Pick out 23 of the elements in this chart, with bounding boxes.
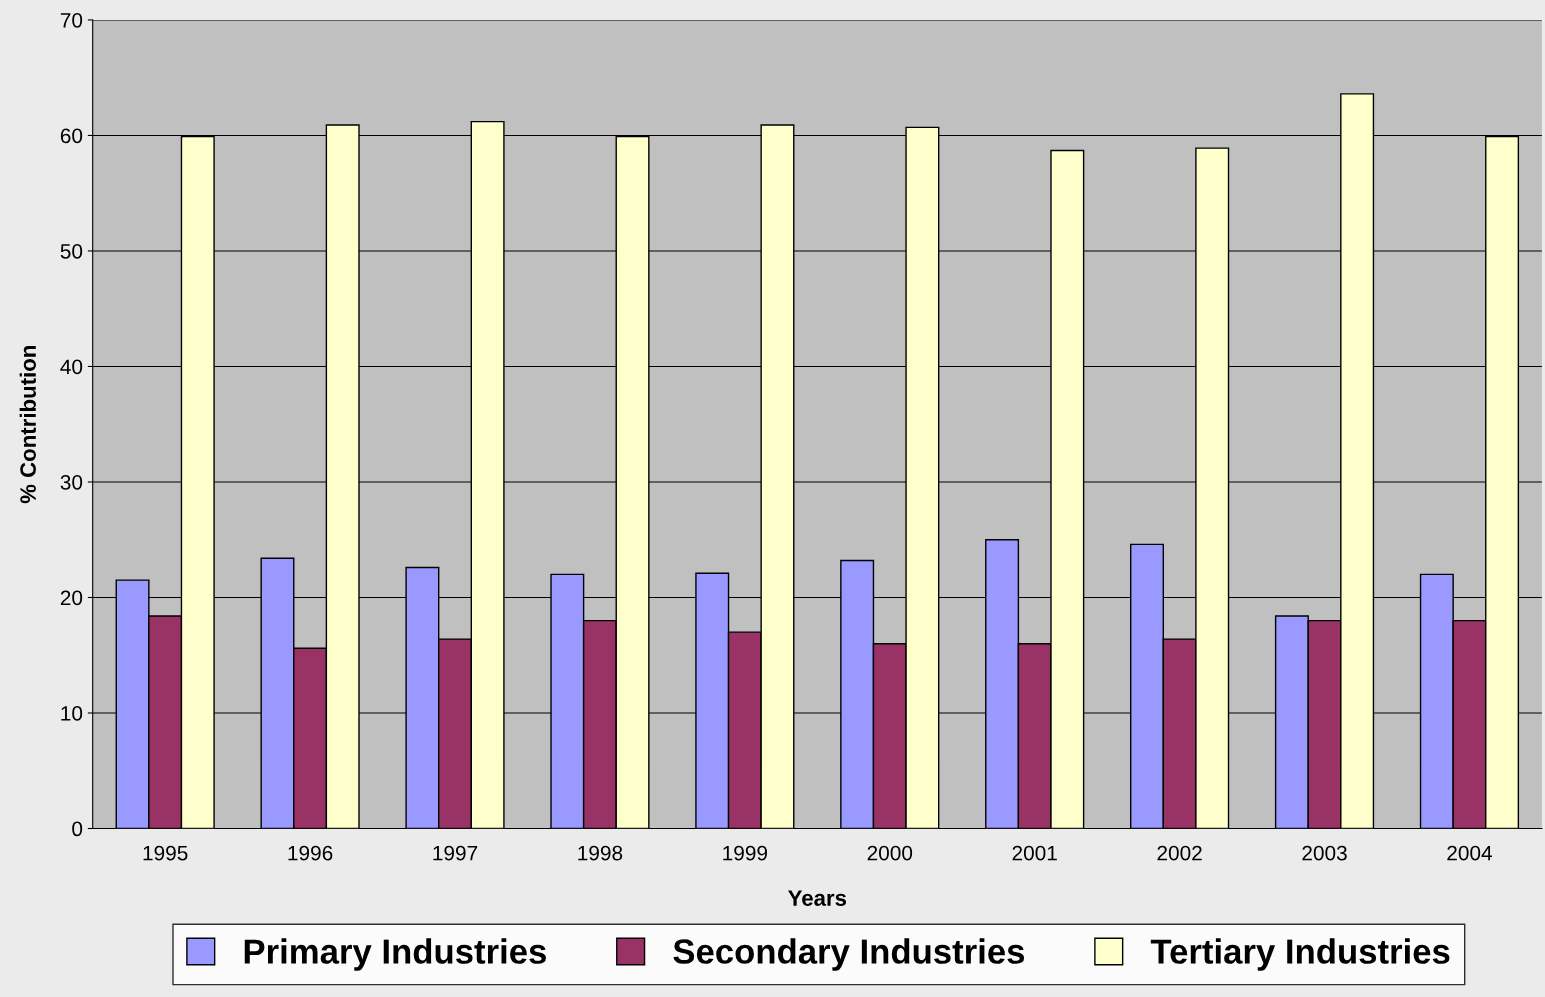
y-tick-label: 60 — [60, 128, 83, 144]
y-tick-label: 30 — [60, 474, 83, 490]
y-tick-label: 10 — [61, 706, 83, 721]
y-tick-label: 0 — [72, 821, 83, 837]
x-tick-label: 2004 — [1447, 845, 1493, 861]
x-tick-label: 1999 — [723, 845, 768, 861]
y-tick-label: 20 — [60, 590, 83, 606]
x-tick-label: 1995 — [143, 845, 188, 861]
x-tick-label: 2002 — [1157, 845, 1202, 861]
x-tick-label: 1997 — [433, 845, 478, 861]
y-tick-label: 70 — [60, 12, 83, 28]
x-tick-label: 1998 — [578, 845, 623, 861]
x-tick-label: 1996 — [288, 845, 333, 861]
x-axis-title: Years — [788, 890, 847, 906]
legend-label: Tertiary Industries — [1150, 938, 1450, 971]
y-axis-title: % Contribution — [19, 345, 36, 504]
legend-label: Primary Industries — [244, 938, 546, 971]
x-tick-label: 2000 — [867, 845, 913, 861]
y-tick-label: 50 — [60, 243, 83, 259]
legend-label: Secondary Industries — [673, 938, 1025, 971]
y-tick-label: 40 — [60, 359, 83, 375]
x-tick-label: 2001 — [1012, 845, 1057, 861]
x-tick-label: 2003 — [1302, 845, 1347, 861]
